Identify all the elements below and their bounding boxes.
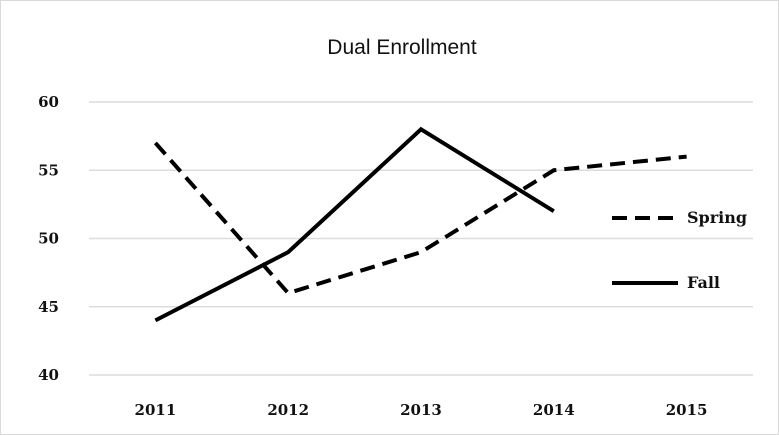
- x-tick-label: 2012: [267, 401, 309, 419]
- x-tick-label: 2013: [400, 401, 442, 419]
- y-tick-label: 40: [38, 366, 59, 384]
- gridlines: [89, 101, 753, 376]
- legend-label-spring: Spring: [687, 208, 747, 227]
- x-tick-label: 2011: [135, 401, 177, 419]
- legend-label-fall: Fall: [687, 273, 720, 292]
- legend: Spring Fall: [612, 208, 747, 292]
- x-axis-ticks: 2011 2012 2013 2014 2015: [135, 401, 708, 419]
- y-tick-label: 50: [38, 230, 59, 248]
- series-lines: [153, 126, 687, 323]
- chart-title: Dual Enrollment: [327, 36, 477, 59]
- series-line-fall: [154, 126, 555, 323]
- y-axis-ticks: 40 45 50 55 60: [38, 93, 59, 384]
- x-tick-label: 2014: [533, 401, 575, 419]
- x-tick-label: 2015: [666, 401, 708, 419]
- series-line-spring: [153, 141, 687, 296]
- y-tick-label: 55: [38, 161, 59, 179]
- y-tick-label: 60: [38, 93, 59, 111]
- y-tick-label: 45: [38, 298, 59, 316]
